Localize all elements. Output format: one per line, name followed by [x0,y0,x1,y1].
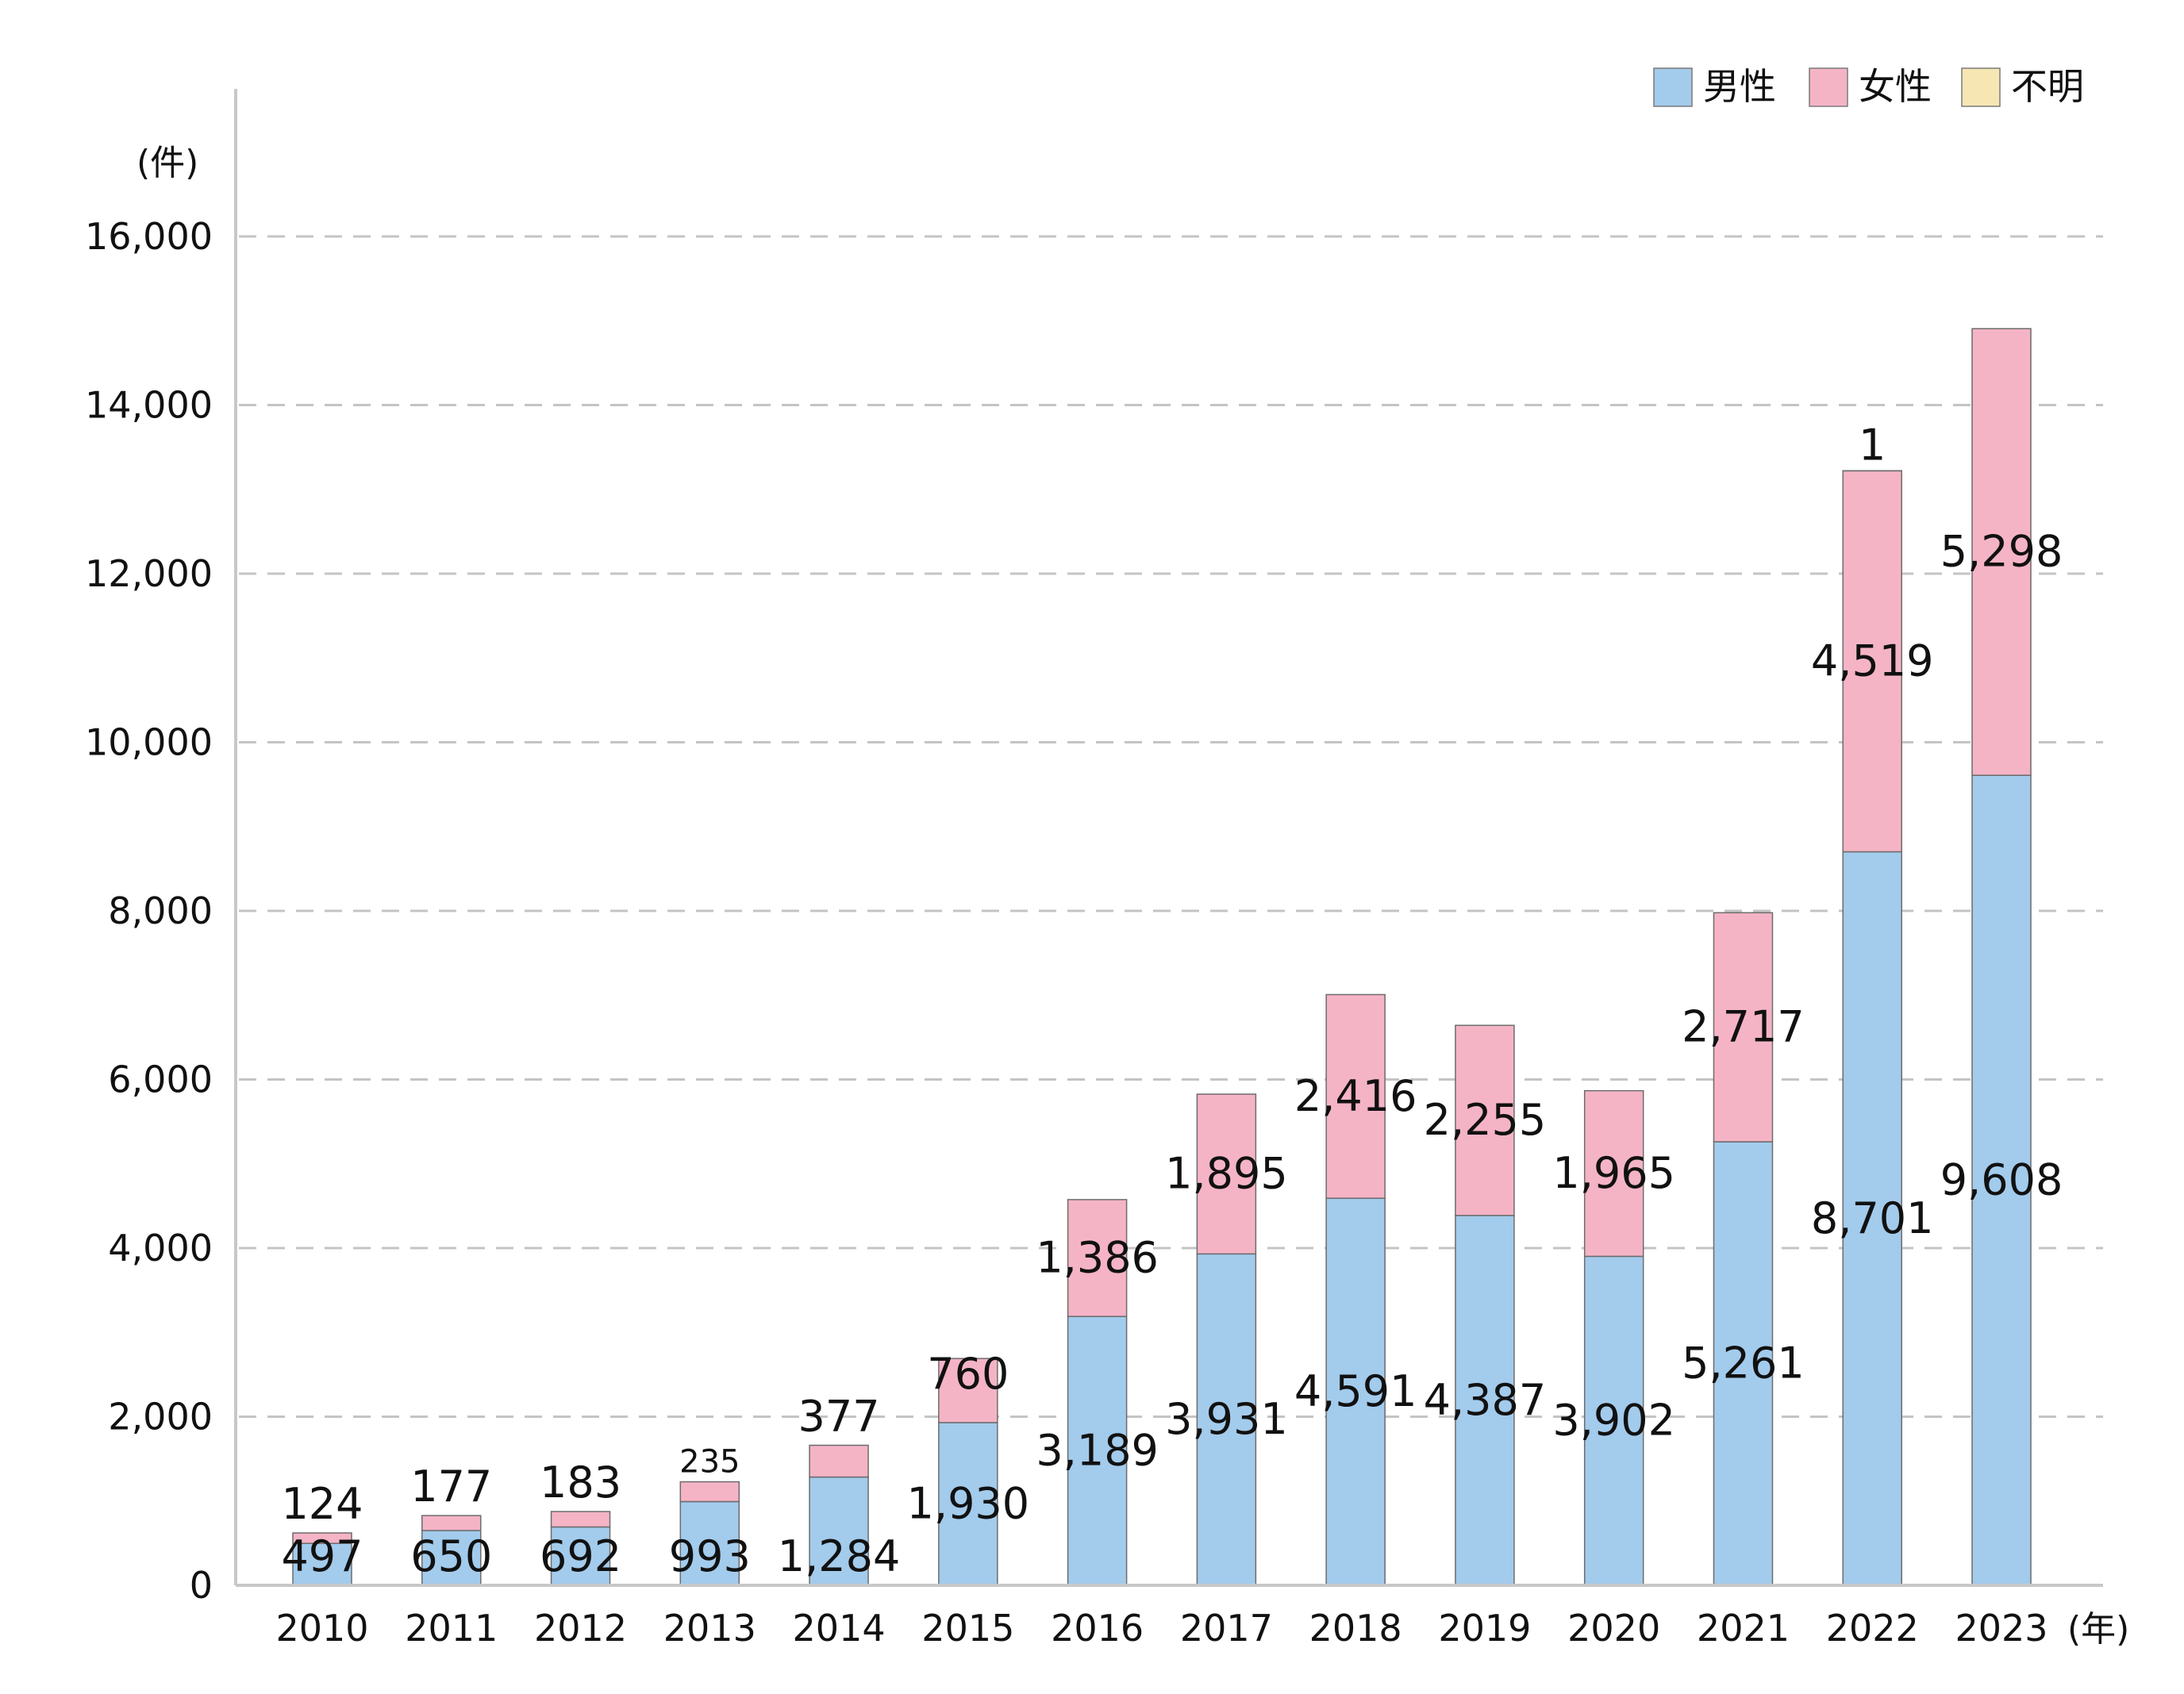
data-label-女性-2014: 377 [798,1392,880,1442]
x-tick-label: 2014 [793,1607,886,1650]
bar-男性-2016 [1067,1316,1128,1586]
x-tick-label: 2021 [1697,1607,1790,1650]
data-label-女性-2017: 1,895 [1165,1149,1288,1199]
bar-女性-2014 [809,1444,869,1478]
legend: 男性 女性 不明 [1653,65,2084,108]
bar-女性-2020 [1583,1089,1644,1258]
data-label-女性-2020: 1,965 [1552,1148,1675,1198]
legend-label-男性: 男性 [1703,65,1776,108]
legend-swatch-女性 [1809,67,1848,107]
gridlines [239,235,2103,1418]
x-tick-label: 2016 [1051,1607,1144,1650]
data-label-男性-2022: 8,701 [1811,1193,1934,1243]
bar-女性-2015 [938,1358,998,1423]
data-label-男性-2015: 1,930 [907,1478,1030,1528]
bar-女性-2018 [1325,993,1386,1199]
data-label-男性-2016: 3,189 [1036,1426,1159,1476]
bar-男性-2018 [1325,1197,1386,1586]
bar-女性-2010 [292,1532,352,1544]
bar-女性-2012 [550,1511,611,1528]
data-label-男性-2014: 1,284 [778,1531,901,1581]
bar-男性-2014 [809,1476,869,1586]
y-tick-label: 4,000 [108,1227,213,1270]
data-label-女性-2011: 177 [410,1462,492,1512]
x-tick-label: 2023 [1955,1607,2048,1650]
data-label-女性-2018: 2,416 [1294,1071,1417,1121]
data-label-不明-2022: 1 [1859,420,1886,470]
y-axis-unit: (件) [136,143,198,183]
bar-女性-2016 [1067,1199,1128,1317]
x-tick-label: 2022 [1826,1607,1919,1650]
y-tick-label: 14,000 [85,384,213,427]
data-label-男性-2011: 650 [410,1531,492,1581]
bar-女性-2013 [679,1481,740,1503]
data-label-男性-2023: 9,608 [1940,1155,2063,1205]
x-tick-label: 2011 [405,1607,498,1650]
data-label-女性-2023: 5,298 [1940,527,2063,577]
legend-label-不明: 不明 [2011,65,2084,108]
bar-男性-2012 [550,1526,611,1586]
x-tick-label: 2018 [1309,1607,1402,1650]
data-label-女性-2012: 183 [540,1458,621,1508]
data-label-女性-2015: 760 [927,1349,1009,1399]
data-label-男性-2020: 3,902 [1552,1396,1675,1446]
y-tick-label: 16,000 [85,215,213,258]
bar-男性-2023 [1971,774,2032,1586]
data-label-男性-2013: 993 [669,1531,751,1581]
data-label-女性-2019: 2,255 [1424,1095,1547,1145]
x-tick-label: 2012 [534,1607,627,1650]
axes [234,89,2103,1587]
data-label-男性-2010: 497 [281,1531,363,1581]
data-label-男性-2019: 4,387 [1424,1375,1547,1425]
bar-女性-2023 [1971,328,2032,776]
y-tick-label: 6,000 [108,1058,213,1101]
bars [292,328,2032,1586]
data-label-女性-2022: 4,519 [1811,636,1934,686]
x-axis-ticks: 2010 2011 2012 2013 2014 2015 2016 2017 2018 2019… [275,1607,2048,1650]
data-label-女性-2013: 235 [679,1444,740,1481]
y-tick-label: 10,000 [85,721,213,764]
data-label-女性-2016: 1,386 [1036,1233,1159,1283]
bar-男性-2019 [1455,1215,1515,1586]
bar-男性-2015 [938,1422,998,1586]
x-tick-label: 2015 [921,1607,1014,1650]
bar-男性-2017 [1196,1253,1257,1586]
x-tick-label: 2010 [275,1607,368,1650]
x-tick-label: 2013 [663,1607,756,1650]
bar-女性-2019 [1455,1024,1515,1216]
legend-swatch-不明 [1961,67,2001,107]
bar-女性-2021 [1713,912,1774,1143]
x-tick-label: 2017 [1180,1607,1273,1650]
bar-女性-2017 [1196,1093,1257,1255]
x-axis-unit: (年) [2067,1609,2129,1650]
x-tick-label: 2019 [1438,1607,1531,1650]
data-label-女性-2010: 124 [281,1479,363,1529]
y-tick-label: 8,000 [108,889,213,932]
data-label-男性-2017: 3,931 [1165,1394,1288,1444]
y-tick-label: 0 [190,1564,213,1607]
y-axis-ticks: 0 2,000 4,000 6,000 8,000 10,000 12,000 14,000 1… [85,215,213,1607]
y-tick-label: 2,000 [108,1396,213,1439]
bar-女性-2011 [421,1515,482,1531]
bar-女性-2022 [1842,470,1902,853]
legend-swatch-男性 [1653,67,1693,107]
x-tick-label: 2020 [1567,1607,1660,1650]
data-label-男性-2021: 5,261 [1682,1339,1805,1389]
bar-男性-2010 [292,1542,352,1586]
data-label-男性-2012: 692 [540,1531,621,1581]
data-label-男性-2018: 4,591 [1294,1366,1417,1416]
legend-label-女性: 女性 [1859,65,1932,108]
y-tick-label: 12,000 [85,552,213,595]
data-label-女性-2021: 2,717 [1682,1002,1805,1052]
